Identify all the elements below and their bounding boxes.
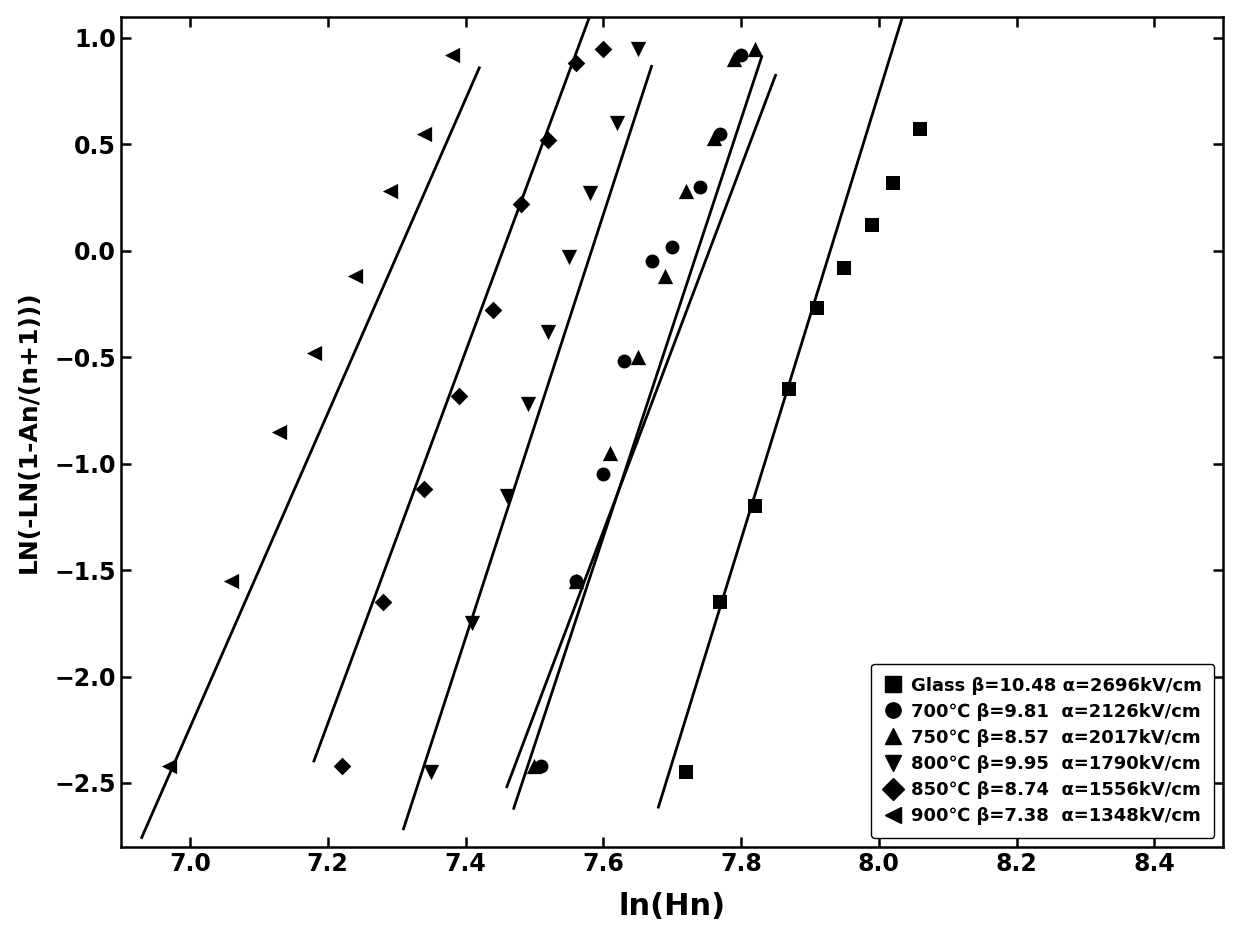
Point [745, 41, 765, 56]
Point [565, 56, 585, 71]
Point [807, 301, 827, 316]
Point [594, 41, 614, 56]
Point [373, 595, 393, 610]
Point [222, 573, 242, 588]
Point [627, 350, 647, 365]
Point [463, 616, 482, 631]
Point [711, 127, 730, 142]
X-axis label: ln(Hn): ln(Hn) [619, 892, 725, 921]
Point [732, 48, 751, 63]
Point [532, 759, 552, 774]
Point [724, 52, 744, 67]
Point [559, 250, 579, 265]
Point [269, 424, 289, 439]
Point [441, 48, 461, 63]
Point [835, 261, 854, 276]
Point [600, 446, 620, 461]
Point [449, 388, 469, 403]
Point [525, 759, 544, 774]
Point [538, 132, 558, 147]
Point [910, 122, 930, 137]
Point [676, 184, 696, 199]
Point [594, 467, 614, 482]
Point [484, 303, 503, 318]
Point [538, 325, 558, 340]
Point [627, 41, 647, 56]
Point [711, 595, 730, 610]
Point [160, 759, 180, 774]
Point [641, 254, 661, 269]
Point [656, 269, 676, 284]
Point [883, 175, 903, 190]
Point [565, 573, 585, 588]
Legend: Glass β=10.48 α=2696kV/cm, 700℃ β=9.81  α=2126kV/cm, 750℃ β=8.57  α=2017kV/cm, 8: Glass β=10.48 α=2696kV/cm, 700℃ β=9.81 α… [870, 664, 1214, 838]
Point [422, 764, 441, 779]
Point [565, 573, 585, 588]
Point [517, 397, 537, 412]
Point [703, 130, 723, 145]
Point [414, 127, 434, 142]
Point [304, 345, 324, 360]
Point [608, 115, 627, 130]
Point [780, 382, 800, 397]
Point [614, 354, 634, 369]
Point [662, 239, 682, 254]
Y-axis label: LN(-LN(1-An/(n+1))): LN(-LN(1-An/(n+1))) [16, 291, 41, 573]
Point [379, 184, 399, 199]
Point [497, 488, 517, 503]
Point [689, 179, 709, 194]
Point [331, 759, 351, 774]
Point [346, 269, 366, 284]
Point [414, 482, 434, 497]
Point [676, 764, 696, 779]
Point [511, 196, 531, 211]
Point [745, 499, 765, 514]
Point [862, 218, 882, 233]
Point [579, 186, 599, 201]
